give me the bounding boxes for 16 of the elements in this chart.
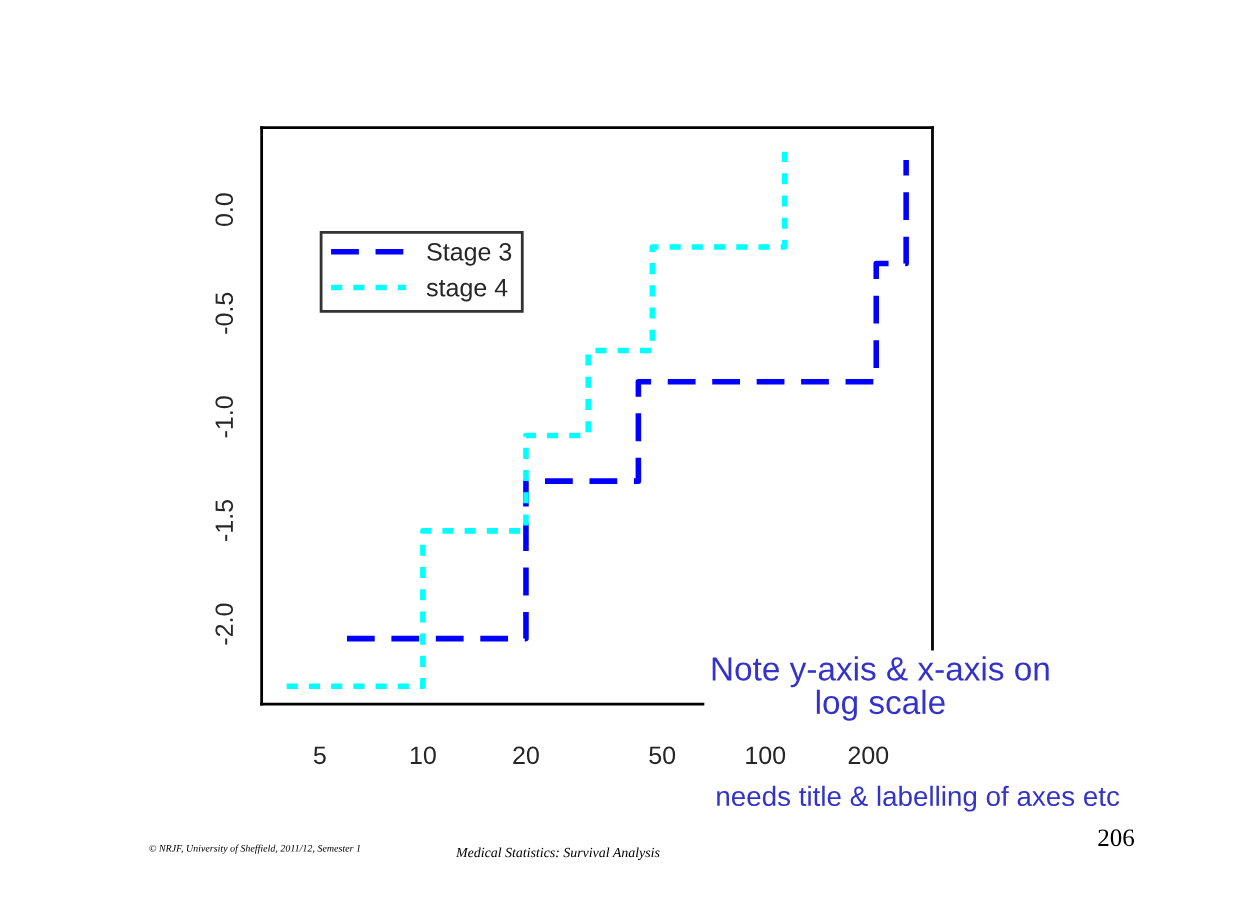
annotation: Note y-axis & x-axis on log scale — [712, 656, 1049, 721]
y-tick-label: -1.0 — [215, 396, 234, 438]
x-tick-label: 10 — [410, 746, 436, 765]
text: needs title & labelling of axes etc — [717, 785, 1120, 812]
y-tick-label: 0.0 — [215, 193, 234, 227]
y-tick-label: -1.5 — [215, 500, 234, 541]
x-tick-label: 20 — [513, 746, 539, 765]
y-tick-label: -0.5 — [215, 292, 234, 334]
x-tick-label: 50 — [649, 746, 676, 765]
y-tick-label: -2.0 — [215, 603, 234, 645]
x-tick-label: 200 — [848, 746, 889, 765]
x-tick-label: 5 — [313, 746, 326, 765]
legend-label: stage 4 — [426, 279, 508, 302]
x-tick-label: 100 — [746, 746, 786, 765]
legend-label: Stage 3 — [427, 243, 512, 266]
text: 206 — [1098, 829, 1134, 847]
